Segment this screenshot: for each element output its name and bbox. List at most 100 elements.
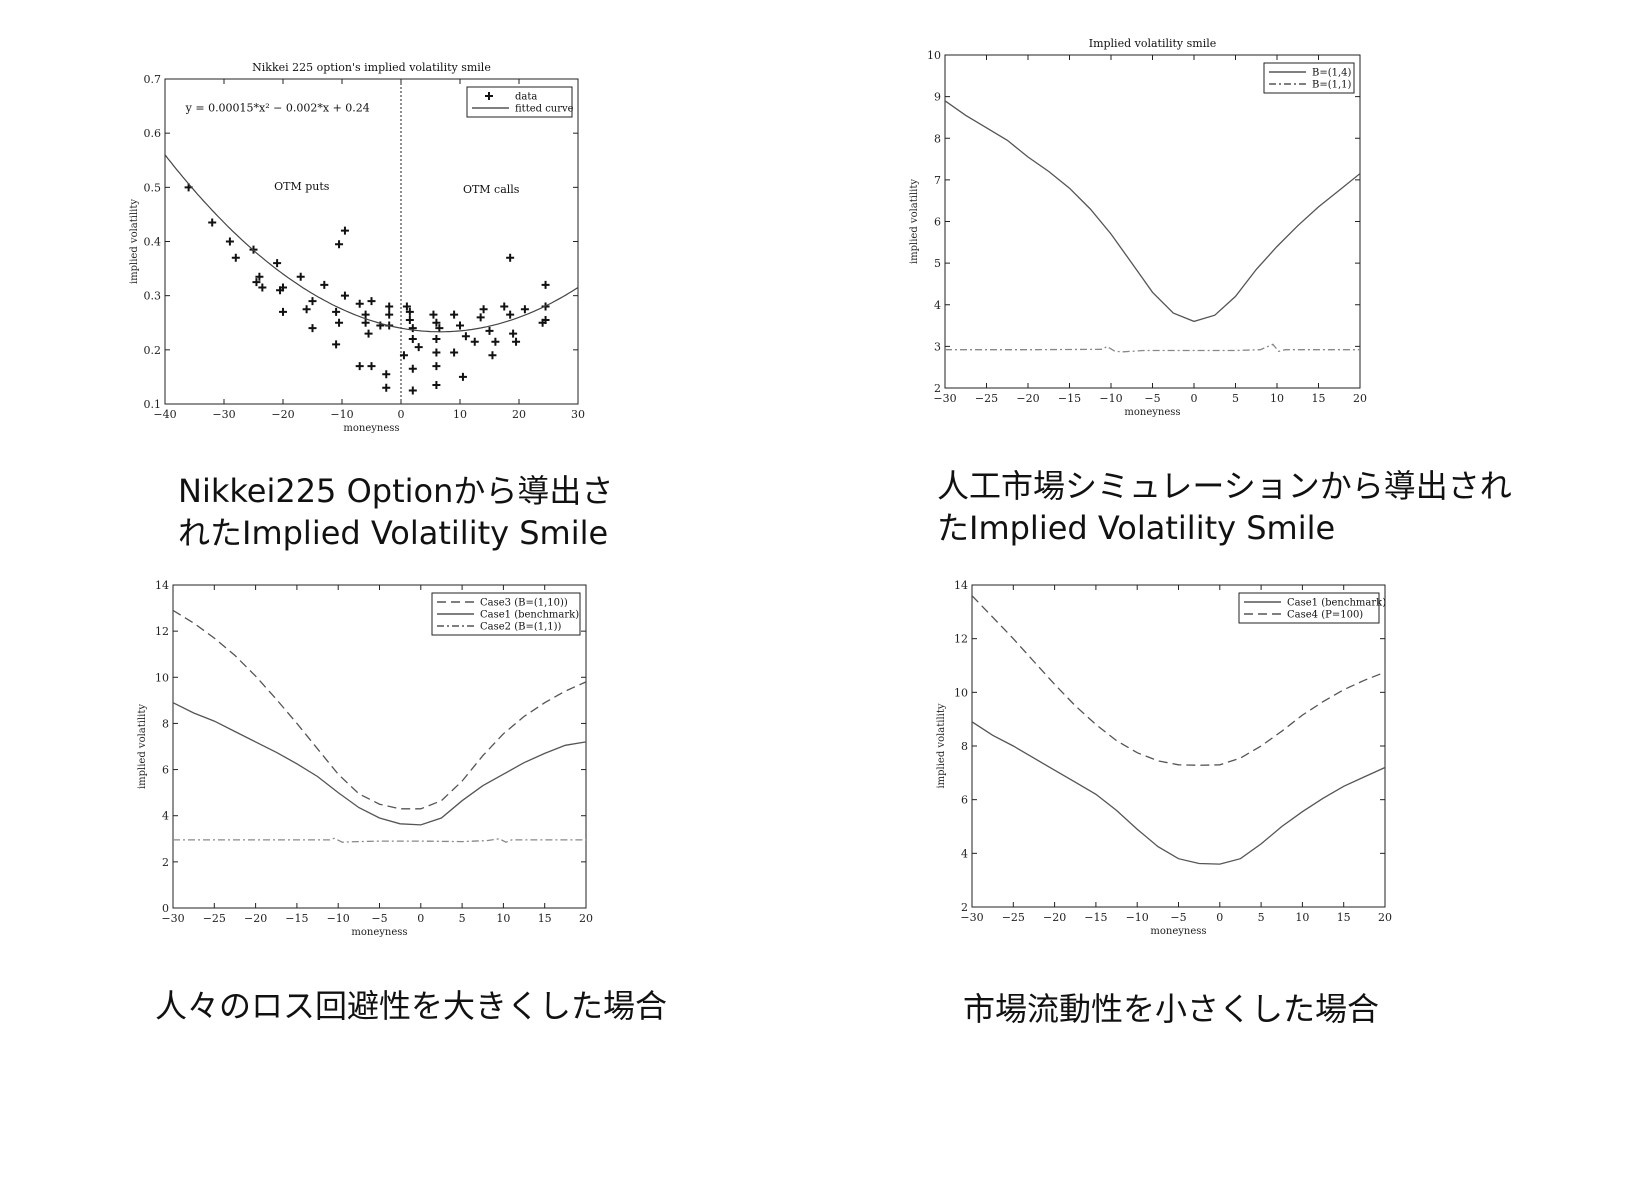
- legend: Case3 (B=(1,10))Case1 (benchmark)Case2 (…: [431, 592, 581, 636]
- plot-group: −30 −25 −20 −15 −10 −5 0 5 10 15 20 0 2 4 6 8 10 12 14 mone…: [137, 579, 593, 938]
- legend-marker-data: [485, 92, 493, 100]
- y-tick-label: 4: [934, 299, 941, 312]
- x-tick-label: 0: [398, 408, 405, 421]
- x-tick-label: −5: [1144, 392, 1160, 405]
- data-point: [432, 335, 441, 343]
- data-point: [361, 318, 370, 327]
- chart-artificial-market-smile-svg: −30 −25 −20 −15 −10 −5 0 5 10 15 20 2 3 4 5 6 7 8 9 10 money…: [909, 37, 1367, 418]
- data-point: [258, 283, 267, 292]
- y-tick-label: 0.6: [144, 127, 162, 140]
- data-point: [302, 305, 311, 314]
- data-point: [364, 329, 373, 338]
- x-tick-label: −15: [285, 912, 308, 925]
- series-case4-p-100--line: [972, 595, 1385, 766]
- caption-liquidity: 市場流動性を小さくした場合: [963, 990, 1380, 1028]
- y-axis-label: implied volatility: [137, 704, 148, 789]
- x-tick-label: −20: [271, 408, 294, 421]
- data-point: [520, 305, 529, 314]
- y-tick-label: 12: [155, 625, 169, 638]
- chart-nikkei-smile: −40 −30 −20 −10 0 10 20 30 0.1 0.2 0.3 0.4 0.5 0.6 0.7…: [0, 0, 800, 560]
- data-point: [332, 340, 341, 349]
- x-tick-label: 0: [1216, 911, 1223, 924]
- data-point: [485, 326, 494, 335]
- chart-liquidity: −30 −25 −20 −15 −10 −5 0 5 10 15 20 2 4 6 8 10 12 14 money…: [800, 579, 1633, 1010]
- data-point: [340, 226, 349, 235]
- y-tick-label: 0.7: [144, 73, 162, 86]
- data-point: [509, 329, 518, 338]
- legend: Case1 (benchmark)Case4 (P=100): [1238, 592, 1386, 624]
- y-tick-label: 0.4: [144, 236, 162, 249]
- data-point: [279, 307, 287, 316]
- series-b-1-4--line: [945, 100, 1360, 323]
- x-tick-label: 15: [1337, 911, 1351, 924]
- data-point: [405, 316, 414, 325]
- data-point: [225, 237, 234, 246]
- caption-nikkei-line2: れたImplied Volatility Smile: [178, 514, 609, 552]
- legend-box: [1238, 592, 1380, 624]
- x-tick-label: −15: [1058, 392, 1081, 405]
- y-tick-label: 0.5: [144, 181, 162, 194]
- data-point: [361, 310, 370, 319]
- y-tick-label: 8: [961, 740, 968, 753]
- data-point: [252, 278, 261, 287]
- y-tick-label: 6: [162, 764, 169, 777]
- data-point: [332, 307, 341, 316]
- legend-label: Case1 (benchmark): [480, 610, 579, 621]
- y-tick-label: 0.3: [144, 290, 162, 303]
- x-tick-label: 20: [579, 912, 593, 925]
- data-point: [456, 321, 464, 330]
- x-tick-label: −5: [371, 912, 387, 925]
- data-point: [273, 259, 282, 268]
- data-point: [308, 297, 317, 306]
- y-tick-label: 8: [162, 717, 169, 730]
- data-point: [479, 305, 488, 314]
- x-tick-label: −10: [1126, 911, 1149, 924]
- x-tick-label: 5: [1232, 392, 1239, 405]
- plot-frame: [944, 54, 1361, 389]
- x-tick-label: −10: [327, 912, 350, 925]
- legend: B=(1,4)B=(1,1): [1263, 62, 1355, 94]
- legend-box: [1263, 62, 1355, 94]
- data-point: [399, 351, 408, 360]
- series-group: [972, 595, 1385, 865]
- data-point: [450, 348, 459, 357]
- y-tick-label: 10: [155, 671, 169, 684]
- data-point: [208, 218, 217, 227]
- y-tick-label: 8: [934, 132, 941, 145]
- y-tick-label: 10: [954, 686, 968, 699]
- data-point: [506, 310, 515, 319]
- x-tick-label: 10: [496, 912, 510, 925]
- data-point: [432, 362, 441, 371]
- plot-group: −30 −25 −20 −15 −10 −5 0 5 10 15 20 2 3 4 5 6 7 8 9 10 money…: [909, 37, 1367, 418]
- data-point: [231, 253, 240, 262]
- otm-calls-label: OTM calls: [463, 183, 520, 196]
- y-tick-label: 4: [961, 847, 968, 860]
- y-axis-label: implied volatility: [129, 199, 140, 284]
- caption-artificial-market: 人工市場シミュレーションから導出され たImplied Volatility S…: [937, 465, 1512, 549]
- caption-artificial-market-line1: 人工市場シミュレーションから導出され: [937, 467, 1512, 505]
- y-tick-label: 6: [961, 794, 968, 807]
- chart-title: Implied volatility smile: [1089, 37, 1217, 50]
- series-case3-b-1-10--line: [173, 609, 586, 810]
- x-tick-label: −40: [153, 408, 176, 421]
- x-axis-label: moneyness: [351, 927, 407, 938]
- x-tick-label: −20: [244, 912, 267, 925]
- series-b-1-1--line: [945, 343, 1360, 353]
- series-case2-b-1-1--line: [173, 837, 586, 843]
- chart-nikkei-smile-svg: −40 −30 −20 −10 0 10 20 30 0.1 0.2 0.3 0.4 0.5 0.6 0.7…: [129, 61, 585, 434]
- x-tick-label: 5: [1258, 911, 1265, 924]
- data-point: [402, 302, 411, 311]
- data-point: [367, 297, 376, 306]
- data-point: [432, 381, 441, 390]
- x-tick-label: −30: [161, 912, 184, 925]
- x-axis-label: moneyness: [343, 423, 399, 434]
- y-axis-label: implied volatility: [936, 703, 947, 788]
- x-tick-label: 0: [417, 912, 424, 925]
- data-point: [461, 332, 470, 341]
- x-axis-label: moneyness: [1124, 407, 1180, 418]
- data-point: [512, 337, 521, 346]
- series-group: [945, 100, 1360, 353]
- x-tick-label: 10: [1295, 911, 1309, 924]
- data-point: [470, 337, 479, 346]
- data-point: [458, 372, 467, 381]
